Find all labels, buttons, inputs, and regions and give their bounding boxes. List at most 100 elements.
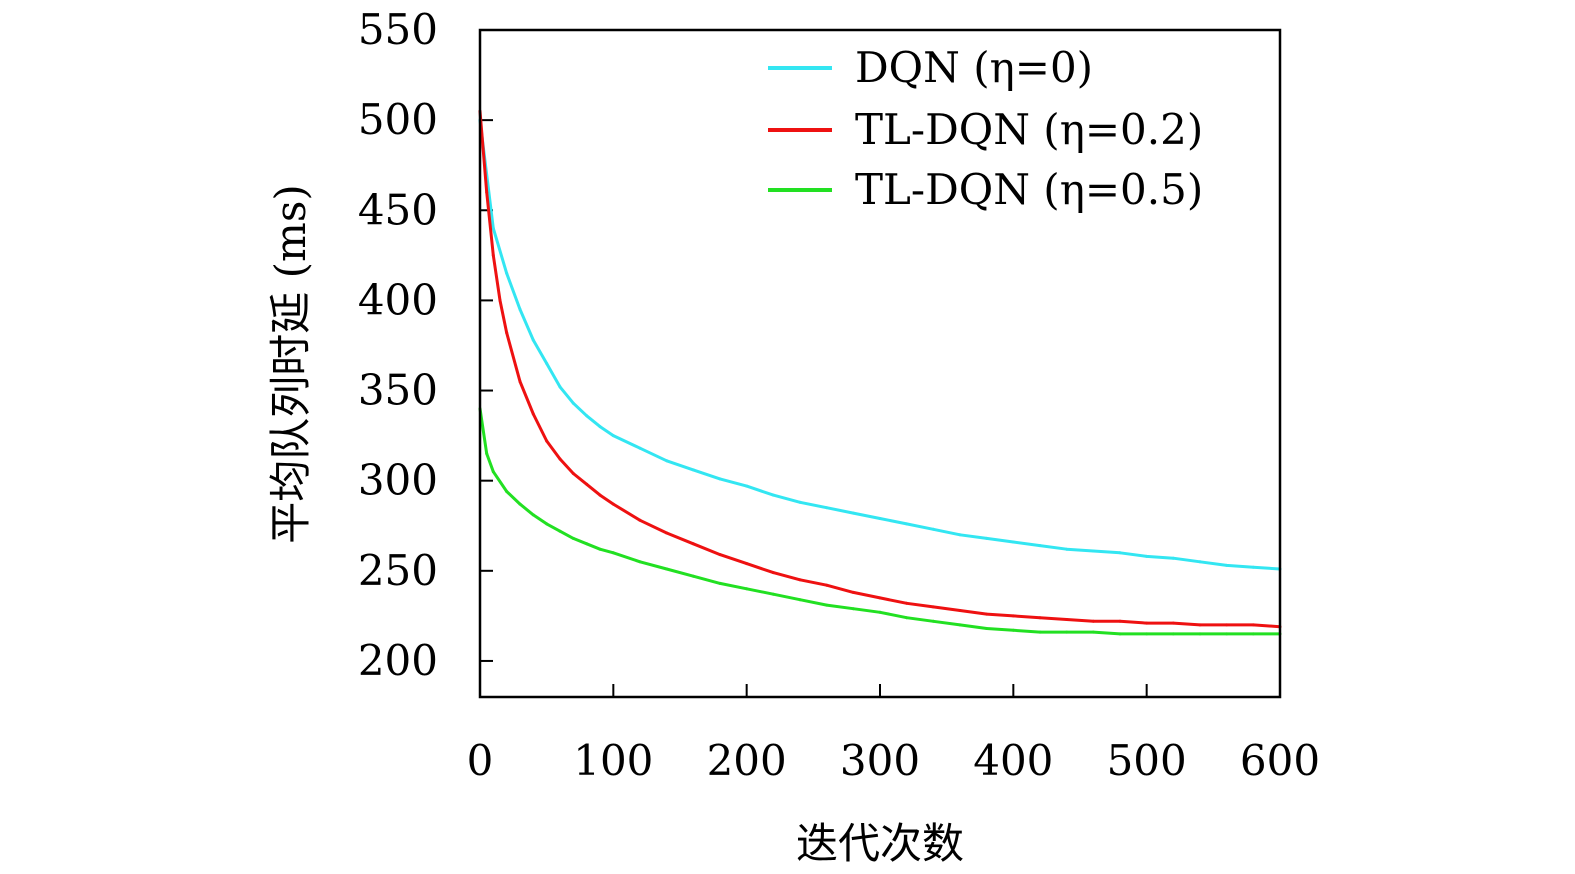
series-3-point bbox=[1145, 632, 1149, 636]
series-2-point bbox=[905, 601, 909, 605]
series-2-point bbox=[665, 531, 669, 535]
series-1-point bbox=[638, 446, 642, 450]
legend-label-3: TL-DQN (η=0.5) bbox=[855, 165, 1203, 214]
y-tick-label: 250 bbox=[358, 546, 438, 595]
series-2-point bbox=[585, 482, 589, 486]
series-1-point bbox=[1225, 563, 1229, 567]
series-3-point bbox=[1225, 632, 1229, 636]
series-1-point bbox=[905, 522, 909, 526]
series-2-point bbox=[1038, 616, 1042, 620]
series-1-point bbox=[505, 271, 509, 275]
series-3-point bbox=[1118, 632, 1122, 636]
y-axis-label: 平均队列时延 (ms) bbox=[266, 184, 315, 544]
series-1-point bbox=[545, 362, 549, 365]
series-2-point bbox=[598, 493, 602, 497]
series-2-point bbox=[558, 457, 562, 461]
series-1-point bbox=[825, 506, 829, 510]
series-2-point bbox=[771, 571, 775, 575]
series-1-point bbox=[691, 468, 695, 472]
series-1-point bbox=[985, 536, 989, 540]
series-1-point bbox=[1091, 549, 1095, 553]
series-2-point bbox=[638, 518, 642, 522]
series-3-point bbox=[798, 598, 802, 602]
series-1-point bbox=[1145, 554, 1149, 558]
series-1-point bbox=[1171, 556, 1175, 560]
x-tick-label: 500 bbox=[1107, 736, 1187, 785]
series-2-point bbox=[571, 472, 575, 475]
series-3-point bbox=[545, 522, 549, 526]
series-2-point bbox=[1091, 619, 1095, 623]
series-1-point bbox=[771, 493, 775, 497]
series-1-point bbox=[558, 385, 562, 389]
series-3-point bbox=[905, 616, 909, 620]
series-3-point bbox=[1251, 632, 1255, 636]
series-3-point bbox=[771, 592, 775, 596]
series-3-point bbox=[931, 619, 935, 623]
series-2-point bbox=[691, 542, 695, 546]
series-3-point bbox=[718, 581, 722, 585]
y-tick-label: 500 bbox=[358, 95, 438, 144]
series-3-point bbox=[638, 560, 642, 564]
series-1-point bbox=[1198, 560, 1202, 564]
series-2-point bbox=[1198, 623, 1202, 627]
series-2-point bbox=[1225, 623, 1229, 627]
series-1-point bbox=[1251, 565, 1255, 569]
series-3-point bbox=[665, 567, 669, 571]
x-tick-label: 100 bbox=[573, 736, 653, 785]
series-1-point bbox=[878, 517, 882, 520]
series-3-point bbox=[1011, 628, 1015, 632]
series-2-point bbox=[1145, 621, 1149, 625]
y-tick-label: 350 bbox=[358, 366, 438, 415]
series-3-point bbox=[558, 529, 562, 533]
series-3-point bbox=[878, 610, 882, 614]
series-3-point bbox=[691, 574, 695, 578]
series-2-point bbox=[1011, 614, 1015, 618]
series-1-point bbox=[665, 459, 669, 463]
series-2-point bbox=[611, 502, 615, 506]
series-1-point bbox=[1065, 547, 1069, 551]
series-2-point bbox=[878, 596, 882, 600]
series-1-point bbox=[571, 401, 575, 405]
y-tick-label: 550 bbox=[358, 5, 438, 54]
series-3-point bbox=[825, 603, 829, 607]
series-3-point bbox=[851, 607, 855, 611]
series-3-point bbox=[485, 452, 489, 456]
x-tick-label: 0 bbox=[467, 736, 494, 785]
series-3-point bbox=[505, 490, 509, 493]
series-3-point bbox=[1198, 632, 1202, 636]
series-3-point bbox=[1171, 632, 1175, 636]
series-2-point bbox=[545, 439, 549, 443]
series-layer bbox=[478, 109, 1282, 636]
y-tick-label: 400 bbox=[358, 275, 438, 324]
series-3-point bbox=[571, 536, 575, 540]
series-1-point bbox=[531, 338, 535, 342]
series-1-point bbox=[1011, 540, 1015, 544]
y-axis-label-group: 平均队列时延 (ms) bbox=[266, 184, 315, 544]
legend-label-2: TL-DQN (η=0.2) bbox=[855, 105, 1203, 154]
series-3-point bbox=[1091, 630, 1095, 634]
series-1-point bbox=[1118, 551, 1122, 555]
series-3-point bbox=[518, 502, 522, 506]
series-2-point bbox=[931, 605, 935, 609]
series-2-point bbox=[491, 253, 495, 257]
series-1-point bbox=[598, 425, 602, 429]
series-3-point bbox=[745, 587, 749, 591]
series-2-point bbox=[531, 412, 535, 416]
series-1-point bbox=[491, 226, 495, 230]
series-2-point bbox=[798, 578, 802, 582]
series-3-point bbox=[585, 542, 589, 546]
series-2-point bbox=[825, 583, 829, 587]
x-tick-label: 200 bbox=[707, 736, 787, 785]
series-1-point bbox=[718, 477, 722, 481]
series-2-point bbox=[498, 298, 502, 302]
series-1-point bbox=[611, 434, 615, 438]
y-tick-label: 300 bbox=[358, 456, 438, 505]
series-1-point bbox=[585, 414, 589, 418]
series-2-point bbox=[851, 590, 855, 594]
series-2-point bbox=[985, 612, 989, 616]
x-tick-label: 600 bbox=[1240, 736, 1320, 785]
x-tick-label: 400 bbox=[973, 736, 1053, 785]
series-2-point bbox=[1251, 623, 1255, 627]
series-2-point bbox=[958, 609, 962, 612]
series-2-point bbox=[505, 331, 509, 335]
